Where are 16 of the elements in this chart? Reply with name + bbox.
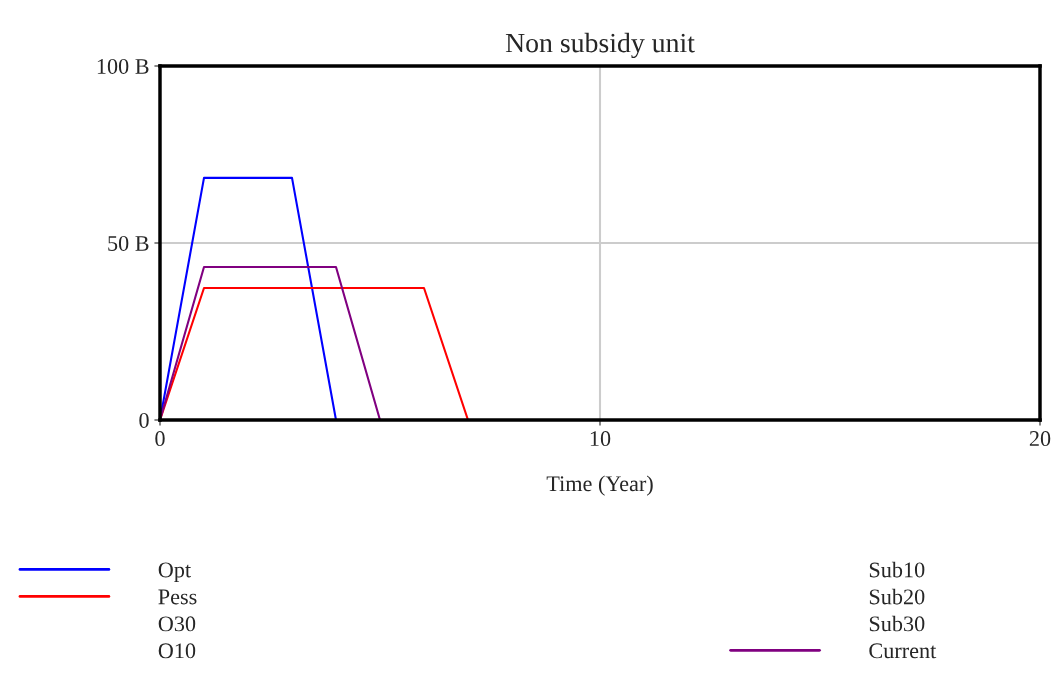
x-tick-label: 0 xyxy=(155,431,165,447)
y-tick-label: 100 B xyxy=(97,58,149,74)
text: O10 xyxy=(158,643,196,659)
x-tick-label: 20 xyxy=(1029,431,1051,447)
legend-label: Pess xyxy=(158,589,197,605)
y-tick-label: 0 xyxy=(139,412,149,428)
text: Sub20 xyxy=(869,588,925,605)
x-axis-title: Time (Year) xyxy=(546,475,653,496)
y-tick-label: 50 B xyxy=(108,235,149,251)
legend-label: Opt xyxy=(158,562,191,582)
x-tick-label: 10 xyxy=(590,431,611,447)
chart-title: Non subsidy unit xyxy=(505,32,695,59)
text: Sub10 xyxy=(869,561,925,578)
text: Sub30 xyxy=(869,615,925,632)
text: O30 xyxy=(158,616,196,632)
legend-label: Current xyxy=(869,643,937,659)
